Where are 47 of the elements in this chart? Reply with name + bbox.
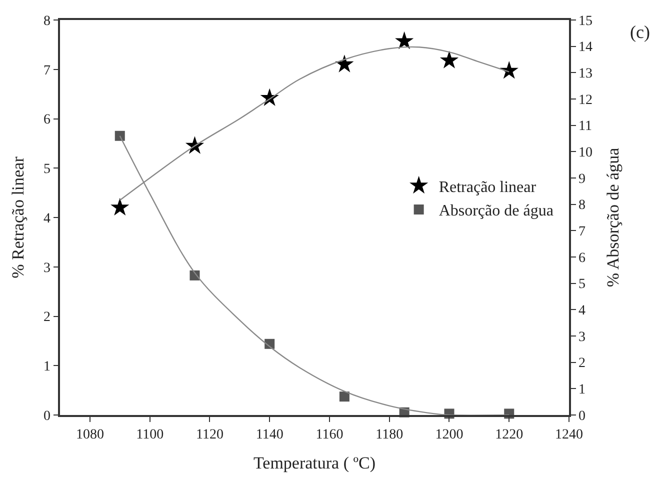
y2-tick-label: 12 (578, 92, 593, 108)
y2-tick-label: 11 (578, 119, 592, 134)
x-tick-label: 1100 (136, 428, 164, 443)
y2-tick-label: 6 (578, 250, 586, 266)
point (335, 54, 354, 72)
y2-tick-label: 5 (578, 277, 586, 292)
y2-tick-label: 14 (578, 40, 593, 56)
y2-tick-label: 4 (578, 304, 586, 319)
point (500, 61, 518, 79)
y2-tick-label: 15 (578, 14, 593, 29)
x-tick-label: 1200 (435, 428, 464, 443)
y-tick-label: 2 (43, 310, 50, 326)
y2-tick-label: 7 (578, 224, 586, 240)
x-tick-label: 1160 (316, 428, 344, 443)
legend-label: Absorção de água (438, 202, 554, 220)
y-tick-label: 3 (43, 260, 50, 276)
y-tick-label: 8 (43, 14, 50, 29)
y2-tick-label: 2 (578, 356, 586, 372)
text: (c) (630, 22, 650, 42)
x-tick-label: 1120 (196, 428, 224, 443)
y-tick-label: 0 (43, 408, 50, 424)
y-tick-label: 4 (43, 211, 50, 226)
y-tick-label: 5 (43, 162, 50, 178)
point (110, 198, 130, 216)
point (395, 31, 414, 50)
x-tick-label: 1220 (495, 428, 524, 443)
y2-tick-label: 3 (578, 330, 586, 345)
y2-tick-label: 9 (578, 172, 586, 187)
y-tick-label: 6 (43, 112, 50, 128)
point (339, 392, 350, 402)
x-tick-label: 1240 (555, 428, 583, 443)
y2-tick-label: 13 (578, 66, 593, 82)
x-axis-title: Temperatura ( ºC) (253, 453, 376, 472)
y2-tick-label: 1 (578, 382, 586, 398)
y-tick-label: 7 (43, 63, 50, 78)
y-axis-title: % Retração linear (8, 156, 28, 278)
x-tick-label: 1180 (376, 428, 404, 443)
x-tick-label: 1080 (76, 428, 104, 443)
y2-tick-label: 0 (578, 408, 586, 424)
y2-axis-title: % Absorção de água (603, 147, 622, 288)
y2-tick-label: 8 (578, 198, 586, 214)
y2-tick-label: 10 (578, 146, 593, 161)
x-tick-label: 1140 (256, 428, 284, 443)
legend-label: Retração linear (438, 178, 537, 196)
point (440, 50, 459, 68)
point (114, 130, 125, 141)
y-tick-label: 1 (43, 360, 50, 375)
